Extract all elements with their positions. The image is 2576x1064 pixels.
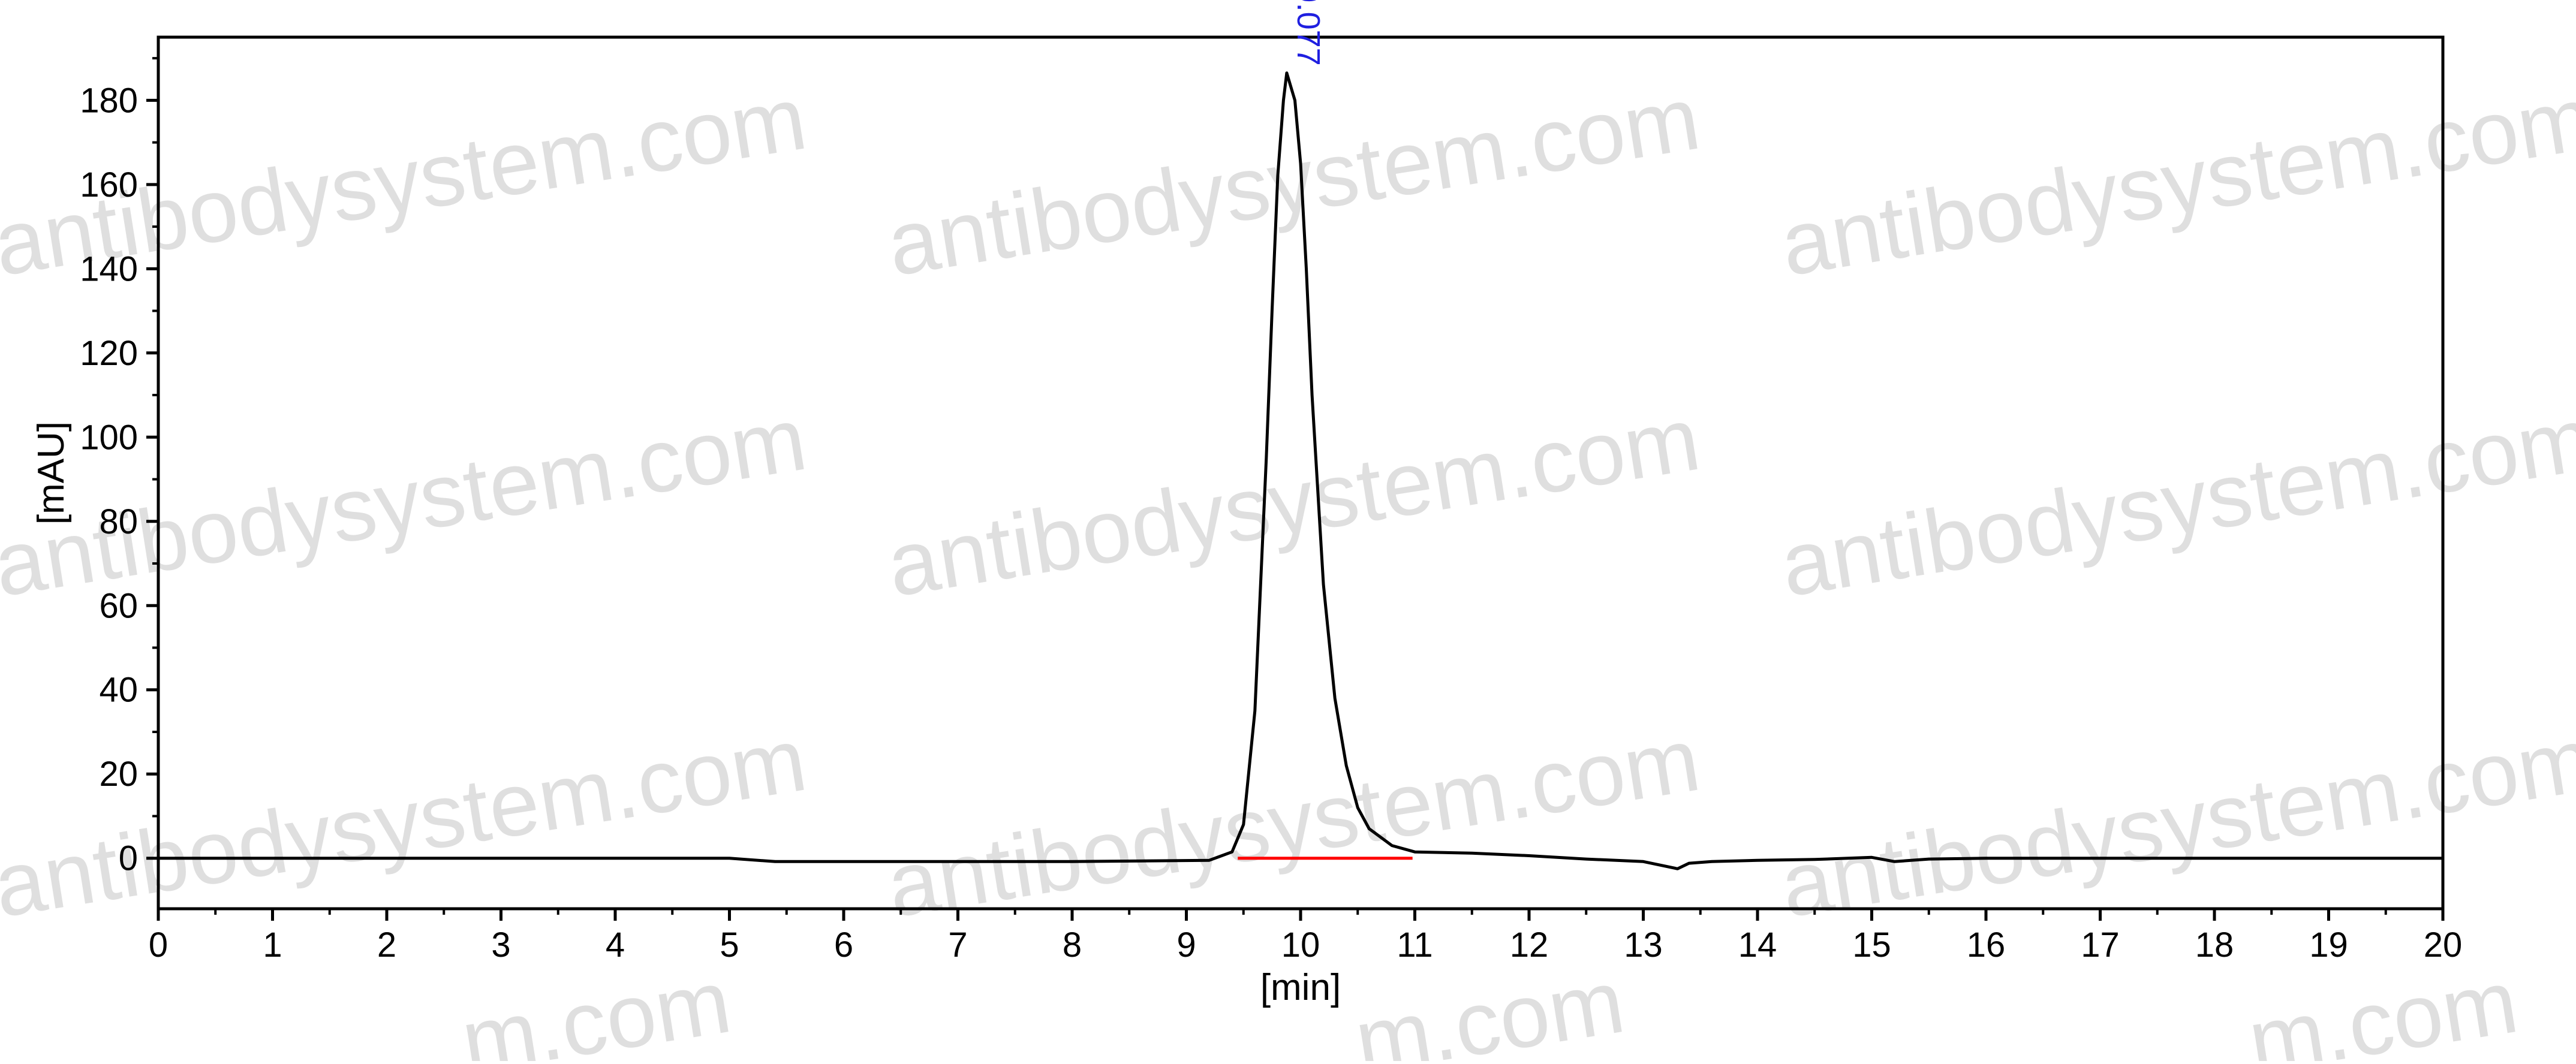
x-tick-label: 2 bbox=[377, 926, 396, 964]
y-tick-label: 100 bbox=[80, 418, 138, 457]
watermark-text: antibodysystem.com bbox=[1774, 709, 2576, 936]
x-tick-label: 4 bbox=[606, 926, 625, 964]
x-tick-label: 11 bbox=[1397, 926, 1433, 964]
watermark-text: antibodysystem.com bbox=[0, 709, 812, 936]
x-tick-label: 19 bbox=[2309, 926, 2348, 964]
x-tick-label: 6 bbox=[834, 926, 853, 964]
x-axis-title: [min] bbox=[1260, 967, 1341, 1008]
watermark-text: antibodysystem.com bbox=[881, 67, 1707, 295]
y-tick-label: 160 bbox=[80, 165, 138, 204]
x-tick-label: 20 bbox=[2424, 926, 2463, 964]
watermark-text: m.com bbox=[455, 950, 738, 1061]
x-tick-label: 16 bbox=[1967, 926, 2006, 964]
x-tick-label: 18 bbox=[2195, 926, 2234, 964]
y-tick-label: 120 bbox=[80, 334, 138, 373]
y-tick-label: 0 bbox=[119, 839, 138, 878]
peak-annotation: 9.879 A=3979.077 bbox=[1290, 0, 1326, 66]
x-tick-label: 7 bbox=[948, 926, 967, 964]
y-tick-label: 140 bbox=[80, 249, 138, 288]
y-axis-title: [mAU] bbox=[31, 421, 72, 525]
x-tick-label: 13 bbox=[1624, 926, 1663, 964]
watermark-text: antibodysystem.com bbox=[1774, 67, 2576, 295]
y-axis-ticks: 0 20 40 60 80 100 120 140 160 180 bbox=[80, 57, 158, 878]
x-tick-label: 5 bbox=[720, 926, 739, 964]
x-tick-label: 0 bbox=[149, 926, 168, 964]
watermark-text: m.com bbox=[2242, 950, 2524, 1061]
y-tick-label: 80 bbox=[99, 502, 138, 541]
watermark-text: antibodysystem.com bbox=[881, 709, 1707, 936]
y-tick-label: 180 bbox=[80, 81, 138, 120]
y-tick-label: 40 bbox=[99, 671, 138, 710]
x-tick-label: 1 bbox=[263, 926, 282, 964]
x-tick-label: 9 bbox=[1176, 926, 1196, 964]
watermark-text: m.com bbox=[1349, 950, 1631, 1061]
x-tick-label: 8 bbox=[1063, 926, 1082, 964]
y-tick-label: 20 bbox=[99, 755, 138, 794]
x-tick-label: 17 bbox=[2081, 926, 2120, 964]
y-tick-label: 60 bbox=[99, 586, 138, 625]
x-tick-label: 15 bbox=[1852, 926, 1891, 964]
x-tick-label: 14 bbox=[1738, 926, 1777, 964]
watermark-text: antibodysystem.com bbox=[1774, 388, 2576, 616]
chromatogram-trace bbox=[158, 71, 2443, 870]
x-tick-label: 12 bbox=[1510, 926, 1549, 964]
x-tick-label: 10 bbox=[1281, 926, 1320, 964]
x-axis-ticks: 0 1 2 3 4 5 6 7 8 9 10 11 12 13 14 15 16 17 18 19 20 bbox=[149, 909, 2462, 964]
watermark-text: antibodysystem.com bbox=[881, 388, 1707, 616]
x-tick-label: 3 bbox=[491, 926, 510, 964]
